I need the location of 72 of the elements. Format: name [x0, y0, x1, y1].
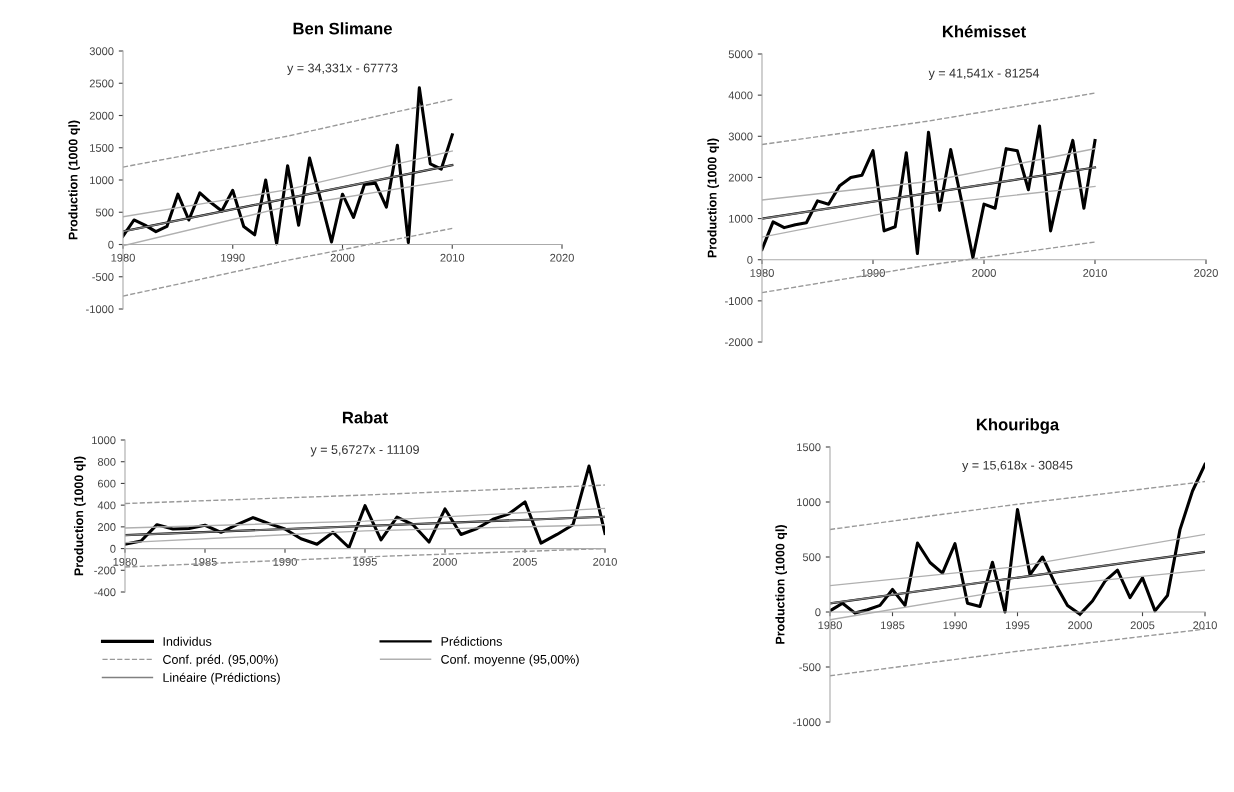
chart-title: Ben Slimane	[293, 22, 392, 35]
y-tick-label: -2000	[725, 338, 753, 347]
x-tick-label: 2010	[1083, 269, 1107, 277]
y-tick-label: 2500	[89, 79, 114, 88]
y-tick-label: 1500	[797, 443, 821, 452]
y-tick-label: 3000	[728, 132, 753, 141]
x-tick-label: 2010	[593, 557, 617, 566]
y-tick-label: 200	[97, 523, 116, 531]
y-tick-label: 0	[815, 608, 821, 617]
y-tick-label: 4000	[728, 91, 753, 100]
x-tick-label: 1980	[113, 557, 137, 566]
x-tick-label: 1990	[943, 621, 967, 630]
x-tick-label: 2010	[440, 253, 465, 262]
y-tick-label: -200	[94, 566, 116, 575]
y-axis-title: Production (1000 ql)	[68, 120, 80, 240]
x-tick-label: 2020	[1194, 269, 1218, 277]
x-tick-label: 1990	[273, 557, 297, 566]
y-tick-label: -1000	[86, 305, 114, 314]
x-tick-label: 1995	[1005, 621, 1030, 630]
legend-label: Linéaire (Prédictions)	[163, 672, 280, 685]
x-tick-label: 2005	[1130, 621, 1155, 630]
y-tick-label: 600	[98, 479, 116, 488]
y-tick-label: 1000	[797, 498, 821, 507]
legend-label: Conf. préd. (95,00%)	[163, 654, 278, 667]
y-tick-label: -1000	[793, 718, 821, 727]
y-tick-label: 400	[97, 501, 116, 510]
y-tick-label: 0	[110, 544, 116, 553]
chart-title: Khémisset	[942, 25, 1026, 38]
annotation: y = 5,6727x - 11109	[310, 445, 419, 457]
x-tick-label: 1985	[193, 557, 217, 566]
y-tick-label: 2000	[89, 111, 114, 120]
x-tick-label: 1990	[861, 269, 885, 277]
legend-label: Individus	[163, 636, 212, 646]
x-tick-label: 1985	[880, 621, 905, 630]
annotation: y = 41,541x - 81254	[928, 68, 1040, 80]
x-tick-label: 2020	[550, 253, 574, 262]
x-tick-label: 2010	[1193, 621, 1217, 630]
y-axis-title: Production (1000 ql)	[74, 456, 86, 576]
y-tick-label: 1000	[90, 176, 114, 185]
y-tick-label: -400	[94, 588, 116, 597]
x-tick-label: 2000	[972, 269, 996, 277]
y-axis-title: Production (1000 ql)	[775, 525, 787, 644]
y-tick-label: 0	[747, 255, 753, 264]
x-tick-label: 1995	[353, 557, 377, 566]
y-tick-label: 800	[97, 457, 116, 466]
annotation: y = 34,331x - 67773	[287, 63, 398, 75]
x-tick-label: 1990	[221, 253, 245, 262]
y-tick-label: 500	[95, 208, 114, 217]
x-tick-label: 2005	[513, 557, 537, 566]
y-tick-label: 0	[108, 240, 114, 249]
y-tick-label: 5000	[728, 50, 753, 59]
y-tick-label: 3000	[89, 47, 114, 56]
y-tick-label: 1500	[90, 144, 114, 152]
x-tick-label: 1980	[111, 253, 135, 262]
annotation: y = 15,618x - 30845	[962, 460, 1073, 473]
y-tick-label: -500	[92, 273, 114, 281]
y-axis-title: Production (1000 ql)	[707, 138, 719, 258]
chart-title: Khouribga	[976, 418, 1060, 434]
chart-title: Rabat	[342, 411, 388, 424]
legend-label: Conf. moyenne (95,00%)	[441, 654, 579, 667]
x-tick-label: 2000	[433, 557, 457, 566]
y-tick-label: 2000	[728, 173, 753, 182]
x-tick-label: 1980	[750, 269, 774, 277]
legend-label: Prédictions	[441, 636, 502, 646]
y-tick-label: 1000	[92, 436, 116, 445]
y-tick-label: -1000	[725, 297, 753, 305]
y-tick-label: 1000	[729, 214, 753, 223]
y-tick-label: 500	[802, 553, 821, 562]
x-tick-label: 2000	[1068, 621, 1092, 630]
x-tick-label: 2000	[330, 253, 355, 262]
x-tick-label: 1980	[818, 621, 842, 630]
y-tick-label: -500	[799, 663, 821, 672]
